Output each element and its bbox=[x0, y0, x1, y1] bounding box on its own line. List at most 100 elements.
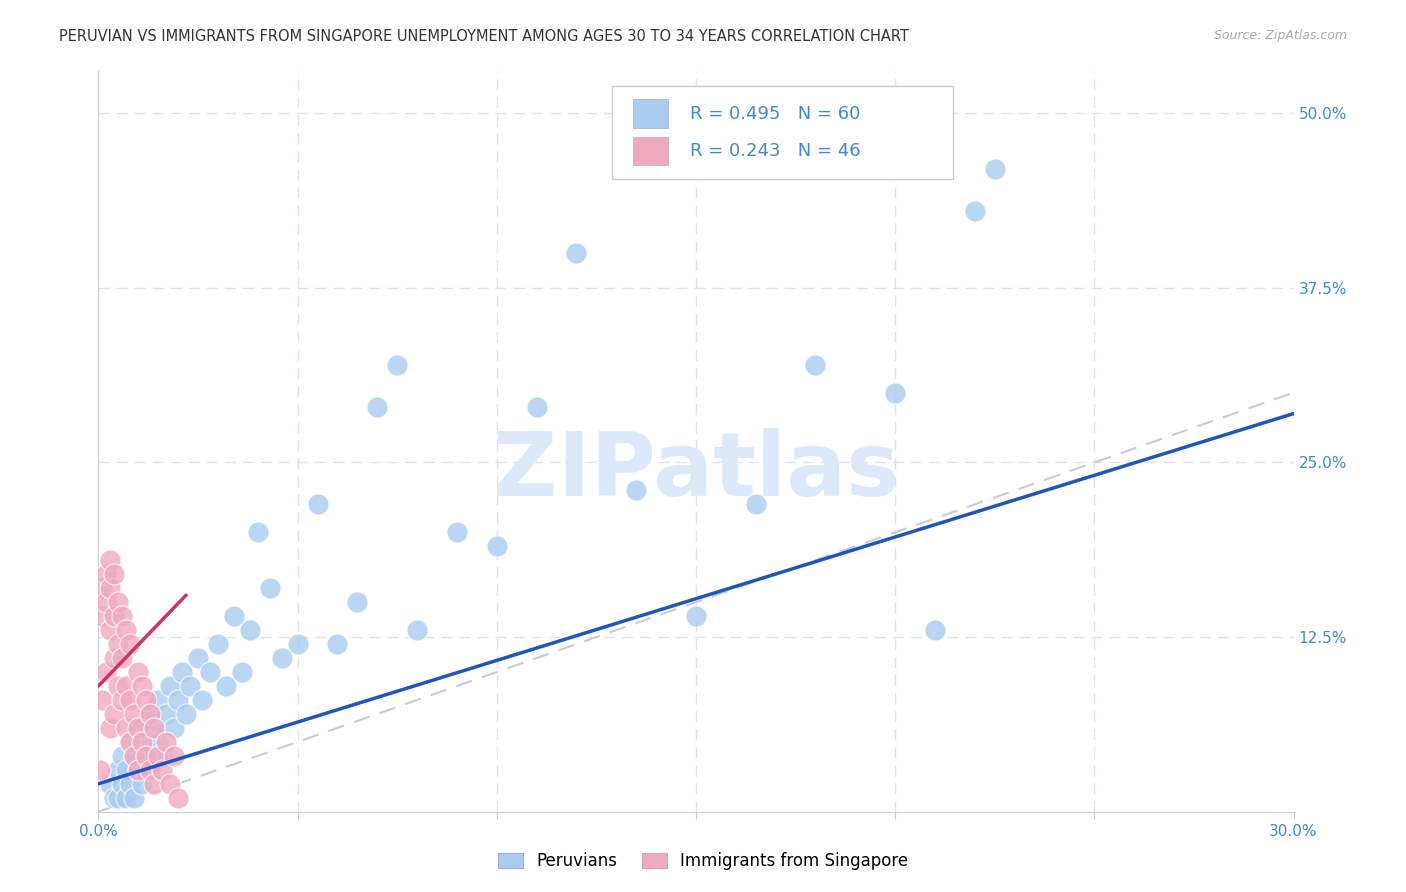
Point bbox=[107, 763, 129, 777]
Point bbox=[287, 637, 309, 651]
Point bbox=[270, 651, 292, 665]
FancyBboxPatch shape bbox=[613, 87, 953, 178]
Point bbox=[143, 777, 166, 791]
Point bbox=[366, 400, 388, 414]
Point bbox=[120, 693, 142, 707]
Point bbox=[163, 721, 186, 735]
Point bbox=[231, 665, 253, 679]
Text: Source: ZipAtlas.com: Source: ZipAtlas.com bbox=[1213, 29, 1347, 43]
FancyBboxPatch shape bbox=[633, 100, 668, 128]
Point bbox=[172, 665, 194, 679]
Point bbox=[187, 651, 209, 665]
Point bbox=[98, 721, 122, 735]
Point bbox=[346, 595, 368, 609]
Point bbox=[179, 679, 201, 693]
Point bbox=[131, 777, 153, 791]
Point bbox=[139, 763, 162, 777]
Point bbox=[222, 609, 245, 624]
Point bbox=[120, 735, 142, 749]
Point bbox=[96, 665, 118, 679]
Text: R = 0.243   N = 46: R = 0.243 N = 46 bbox=[690, 142, 860, 160]
Point bbox=[103, 790, 125, 805]
Point bbox=[98, 623, 122, 637]
Point bbox=[120, 735, 142, 749]
Point bbox=[148, 693, 170, 707]
Point bbox=[115, 790, 138, 805]
Point bbox=[307, 497, 329, 511]
Point bbox=[131, 735, 153, 749]
Point bbox=[148, 748, 170, 763]
Point bbox=[565, 246, 588, 260]
Point bbox=[446, 525, 468, 540]
Point bbox=[485, 539, 508, 553]
Point bbox=[96, 595, 118, 609]
Point bbox=[685, 609, 707, 624]
FancyBboxPatch shape bbox=[633, 136, 668, 165]
Point bbox=[155, 735, 177, 749]
Point bbox=[139, 706, 162, 721]
Text: ZIPatlas: ZIPatlas bbox=[494, 427, 898, 515]
Point bbox=[111, 609, 134, 624]
Point bbox=[127, 763, 149, 777]
Point bbox=[191, 693, 214, 707]
Point bbox=[115, 679, 138, 693]
Point bbox=[103, 706, 125, 721]
Point bbox=[963, 204, 986, 219]
Point bbox=[124, 748, 146, 763]
Point bbox=[111, 748, 134, 763]
Point bbox=[159, 679, 181, 693]
Point bbox=[124, 706, 146, 721]
Point bbox=[89, 763, 111, 777]
Point bbox=[148, 735, 170, 749]
Point bbox=[127, 721, 149, 735]
Point bbox=[115, 623, 138, 637]
Point bbox=[159, 777, 181, 791]
Point bbox=[98, 553, 122, 567]
Point bbox=[127, 665, 149, 679]
Point bbox=[120, 637, 142, 651]
Point bbox=[131, 679, 153, 693]
Point bbox=[406, 623, 429, 637]
Point bbox=[111, 693, 134, 707]
Point bbox=[135, 748, 157, 763]
Point bbox=[91, 581, 114, 595]
Point bbox=[96, 567, 118, 582]
Point bbox=[98, 581, 122, 595]
Point bbox=[143, 721, 166, 735]
Point bbox=[115, 721, 138, 735]
Point bbox=[120, 777, 142, 791]
Point bbox=[924, 623, 946, 637]
Point bbox=[984, 162, 1007, 177]
Point bbox=[115, 763, 138, 777]
Text: PERUVIAN VS IMMIGRANTS FROM SINGAPORE UNEMPLOYMENT AMONG AGES 30 TO 34 YEARS COR: PERUVIAN VS IMMIGRANTS FROM SINGAPORE UN… bbox=[59, 29, 908, 45]
Point bbox=[326, 637, 349, 651]
Point bbox=[107, 679, 129, 693]
Point bbox=[526, 400, 548, 414]
Point bbox=[163, 748, 186, 763]
Point bbox=[259, 581, 281, 595]
Point bbox=[198, 665, 221, 679]
Point bbox=[131, 735, 153, 749]
Text: R = 0.495   N = 60: R = 0.495 N = 60 bbox=[690, 104, 860, 122]
Point bbox=[143, 721, 166, 735]
Point bbox=[246, 525, 269, 540]
Point bbox=[111, 777, 134, 791]
Point bbox=[745, 497, 768, 511]
Point bbox=[103, 651, 125, 665]
Point bbox=[107, 790, 129, 805]
Point bbox=[385, 358, 409, 372]
Point bbox=[804, 358, 827, 372]
Point bbox=[884, 385, 907, 400]
Point bbox=[150, 748, 173, 763]
Legend: Peruvians, Immigrants from Singapore: Peruvians, Immigrants from Singapore bbox=[491, 846, 915, 877]
Point bbox=[124, 790, 146, 805]
Point bbox=[107, 595, 129, 609]
Point bbox=[174, 706, 197, 721]
Point bbox=[139, 706, 162, 721]
Point bbox=[167, 790, 190, 805]
Point bbox=[135, 693, 157, 707]
Point bbox=[107, 637, 129, 651]
Point bbox=[103, 567, 125, 582]
Point bbox=[215, 679, 238, 693]
Point bbox=[124, 748, 146, 763]
